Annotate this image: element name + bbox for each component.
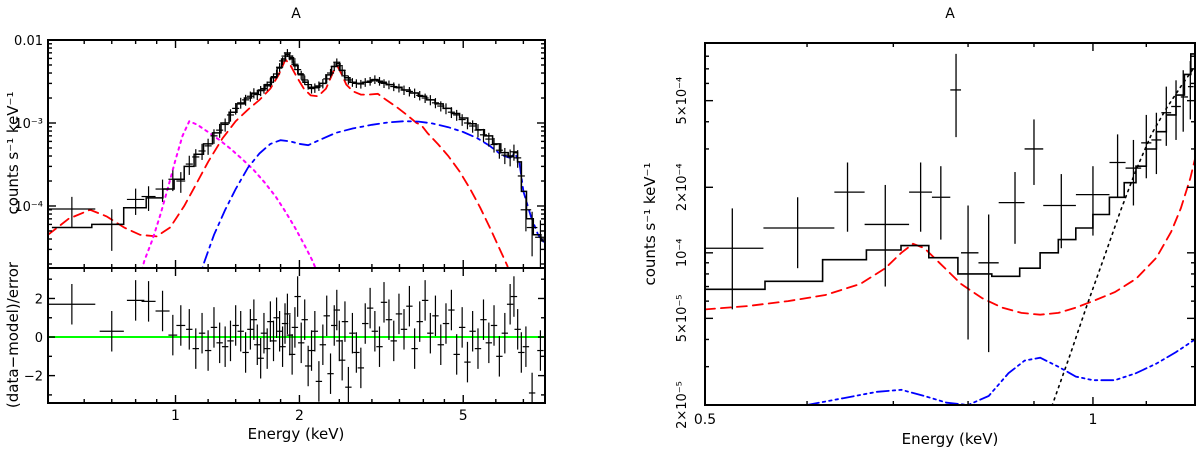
left-residual-tick-label: 2 (35, 292, 43, 307)
left-residual-tick-label: −2 (24, 370, 43, 385)
left-main-series (48, 49, 545, 268)
right-chart-title: A (945, 6, 955, 22)
right-y-tick-label: 5×10⁻⁴ (675, 77, 690, 125)
left-y-tick-label: 10⁻³ (14, 117, 43, 132)
left-residual-y-axis-label: (data−model)/error (4, 261, 22, 409)
right-frame (704, 42, 1196, 406)
right-y-axis-label: counts s⁻¹ keV⁻¹ (641, 162, 659, 286)
right-x-tick-label: 1 (1088, 412, 1097, 428)
left-axes (48, 39, 545, 403)
left-residual-tick-label: 0 (35, 331, 43, 346)
left-y-tick-label: 10⁻⁴ (14, 200, 43, 215)
right-y-tick-label: 10⁻⁴ (675, 239, 690, 268)
left-x-tick-label: 5 (459, 408, 468, 424)
right-axes (704, 43, 1195, 406)
right-y-tick-label: 2×10⁻⁵ (675, 381, 690, 429)
left-residual-frame (47, 267, 546, 404)
right-series (705, 53, 1195, 405)
right-x-tick-label: 0.5 (694, 412, 716, 428)
left-y-axis-label: counts s⁻¹ keV⁻¹ (4, 91, 22, 215)
left-residual-series (48, 276, 545, 403)
left-x-axis-label: Energy (keV) (247, 425, 345, 443)
left-x-tick-label: 2 (295, 408, 304, 424)
left-x-tick-label: 1 (171, 408, 180, 424)
right-x-axis-label: Energy (keV) (901, 430, 999, 448)
right-y-tick-label: 5×10⁻⁵ (675, 294, 690, 342)
left-chart-title: A (291, 6, 301, 22)
left-main-frame (47, 39, 546, 269)
right-y-tick-label: 2×10⁻⁴ (675, 163, 690, 211)
left-y-tick-label: 0.01 (14, 34, 43, 49)
